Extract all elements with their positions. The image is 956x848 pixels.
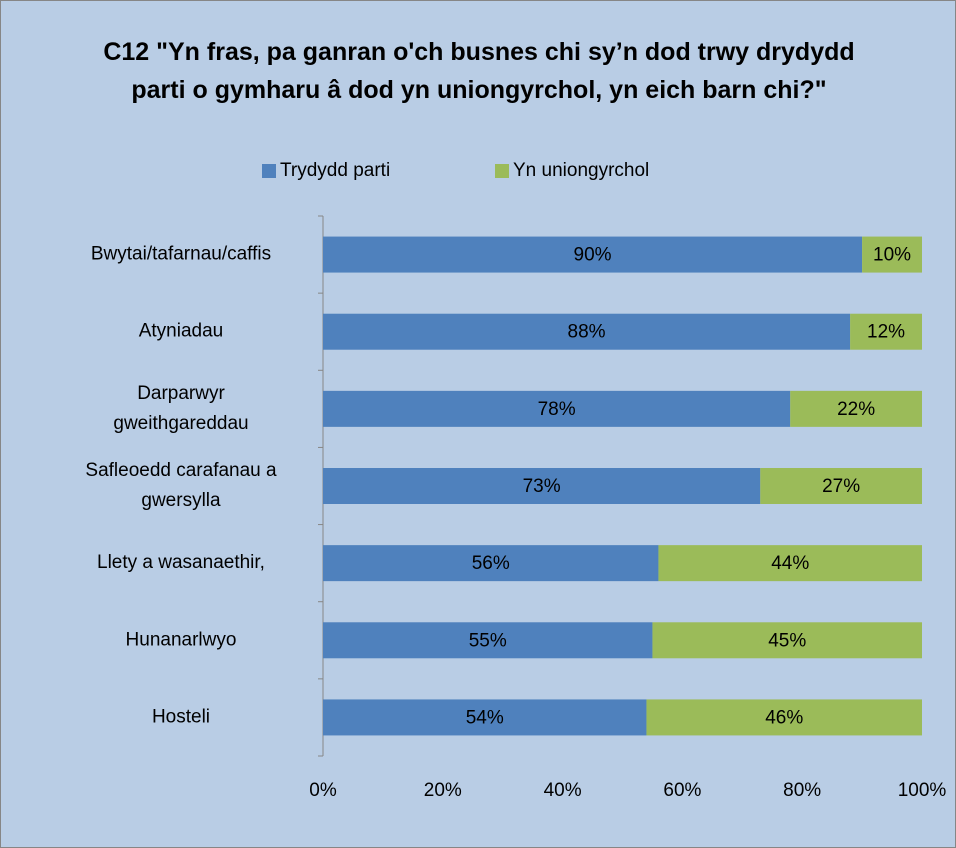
- bar-segment: [323, 545, 659, 582]
- y-tick-label: Hunanarlwyo: [126, 629, 237, 650]
- bar-segment: [862, 236, 922, 273]
- bar-segment: [323, 699, 647, 736]
- data-label: 73%: [523, 476, 561, 497]
- bar-segment: [652, 622, 922, 659]
- bar-segment: [760, 468, 922, 504]
- data-label: 56%: [472, 553, 510, 574]
- legend-label: Yn uniongyrchol: [513, 160, 649, 181]
- legend-swatch: [262, 164, 276, 178]
- y-tick-label: Llety a wasanaethir,: [97, 552, 265, 573]
- bar-segment: [658, 545, 922, 582]
- legend-swatch: [495, 164, 509, 178]
- chart-title: C12 "Yn fras, pa ganran o'ch busnes chi …: [103, 38, 855, 104]
- data-label: 88%: [568, 322, 606, 343]
- x-tick-label: 60%: [663, 780, 701, 801]
- x-tick-label: 0%: [309, 780, 337, 801]
- data-label: 12%: [867, 322, 905, 343]
- y-tick-label: Hosteli: [152, 706, 210, 727]
- y-tick-label: Atyniadau: [139, 321, 224, 342]
- x-tick-label: 40%: [544, 780, 582, 801]
- bar-segment: [323, 622, 653, 659]
- data-label: 45%: [768, 630, 806, 651]
- bar-segment: [323, 390, 791, 427]
- data-label: 27%: [822, 476, 860, 497]
- bar-segment: [323, 313, 851, 350]
- x-tick-label: 100%: [898, 780, 947, 801]
- data-label: 46%: [765, 707, 803, 728]
- data-label: 10%: [873, 245, 911, 266]
- legend-label: Trydydd parti: [280, 160, 390, 181]
- y-tick-label: Darparwyr gweithgareddau: [113, 383, 248, 434]
- data-label: 54%: [466, 707, 504, 728]
- y-tick-label: Bwytai/tafarnau/caffis: [91, 244, 271, 265]
- data-label: 44%: [771, 553, 809, 574]
- x-tick-label: 80%: [783, 780, 821, 801]
- bar-segment: [850, 313, 922, 350]
- bar-segment: [323, 468, 761, 504]
- data-label: 22%: [837, 399, 875, 420]
- bar-segment: [323, 236, 863, 273]
- y-tick-label: Safleoedd carafanau a gwersylla: [85, 460, 277, 511]
- x-tick-label: 20%: [424, 780, 462, 801]
- data-label: 78%: [538, 399, 576, 420]
- bar-segment: [790, 390, 922, 427]
- data-label: 90%: [574, 245, 612, 266]
- bar-segment: [646, 699, 922, 736]
- data-label: 55%: [469, 630, 507, 651]
